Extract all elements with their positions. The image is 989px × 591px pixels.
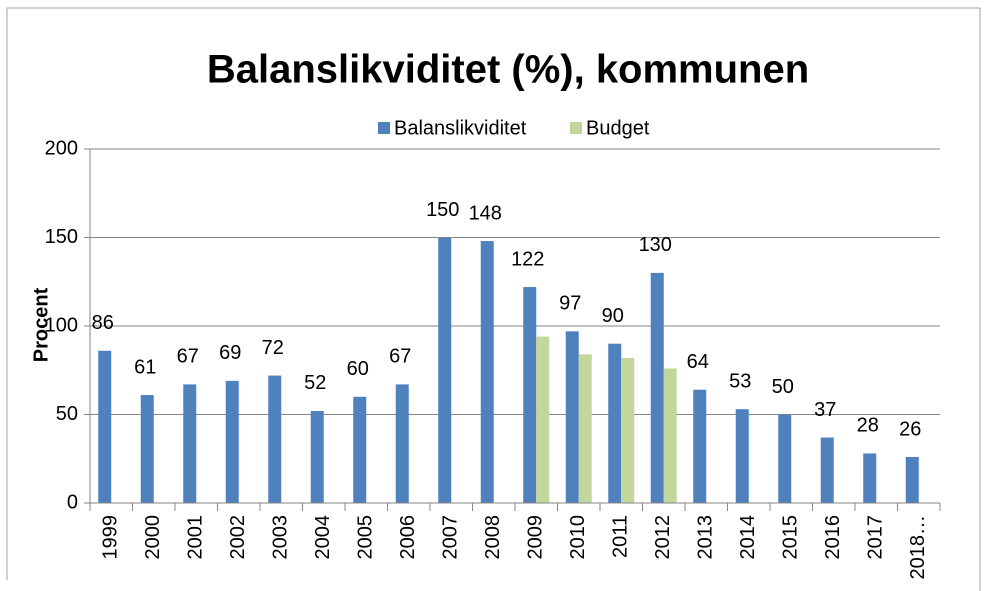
bar [353, 396, 367, 503]
data-label: 72 [262, 337, 284, 359]
x-tick-label: 2012 [652, 515, 674, 560]
data-label: 130 [639, 234, 672, 256]
data-label: 52 [304, 372, 326, 394]
y-tick-label: 0 [67, 491, 78, 513]
x-tick-label: 2013 [695, 515, 717, 560]
legend-swatch [570, 122, 582, 134]
x-tick-label: 2007 [440, 515, 462, 560]
legend-label: Budget [586, 117, 650, 139]
data-label: 122 [511, 248, 544, 270]
data-label: 97 [559, 293, 581, 315]
data-label: 67 [389, 346, 411, 368]
bar [650, 272, 664, 503]
x-tick-label: 2010 [567, 515, 589, 560]
bar [778, 414, 792, 503]
x-tick-label: 2011 [610, 515, 632, 558]
chart-title: Balanslikviditet (%), kommunen [207, 48, 809, 92]
x-tick-label: 2009 [525, 515, 547, 560]
bar [268, 375, 282, 503]
x-tick-label: 2015 [780, 515, 802, 560]
x-tick-label: 2004 [312, 515, 334, 560]
data-label: 37 [814, 399, 836, 421]
data-label: 64 [687, 351, 709, 373]
bar [820, 437, 834, 503]
bar [621, 357, 635, 503]
x-tick-label: 2002 [227, 515, 249, 560]
data-label: 28 [857, 415, 879, 437]
x-tick-label: 2008 [482, 515, 504, 560]
x-tick-label: 2006 [397, 515, 419, 560]
data-label: 50 [772, 376, 794, 398]
legend-swatch [378, 122, 390, 134]
y-axis-label: Procent [30, 287, 52, 362]
data-label: 150 [426, 199, 459, 221]
bar [565, 331, 579, 503]
y-tick-label: 200 [45, 137, 78, 159]
bar [438, 237, 452, 503]
bar [905, 456, 919, 503]
data-label: 61 [134, 356, 156, 378]
legend-label: Balanslikviditet [394, 117, 527, 139]
bar [863, 453, 877, 503]
bar [523, 287, 537, 503]
x-tick-label: 2016 [822, 515, 844, 560]
bar [225, 380, 239, 503]
y-tick-label: 150 [45, 226, 78, 248]
x-tick-label: 2003 [270, 515, 292, 560]
x-tick-label: 1999 [100, 515, 122, 560]
y-tick-label: 100 [45, 314, 78, 336]
bar [608, 343, 622, 503]
x-tick-label: 2014 [737, 515, 759, 560]
bar [663, 368, 677, 503]
x-tick-label: 2000 [142, 515, 164, 560]
data-label: 148 [469, 202, 502, 224]
x-tick-label: 2018… [907, 515, 929, 580]
bar [480, 241, 494, 504]
x-tick-label: 2005 [355, 515, 377, 560]
data-label: 69 [219, 342, 241, 364]
bar [536, 336, 550, 503]
y-tick-label: 50 [56, 403, 78, 425]
data-label: 67 [177, 346, 199, 368]
data-label: 26 [899, 418, 921, 440]
x-tick-label: 2017 [865, 515, 887, 560]
bar [693, 389, 707, 503]
data-label: 86 [92, 312, 114, 334]
bar [140, 395, 154, 503]
frame [6, 7, 981, 591]
bar [183, 384, 197, 503]
x-tick-label: 2001 [185, 515, 207, 560]
bar [310, 410, 324, 503]
bar [578, 354, 592, 503]
bar [735, 409, 749, 503]
data-label: 60 [347, 358, 369, 380]
bar [98, 350, 112, 503]
data-label: 53 [729, 370, 751, 392]
data-label: 90 [602, 305, 624, 327]
bar [395, 384, 409, 503]
